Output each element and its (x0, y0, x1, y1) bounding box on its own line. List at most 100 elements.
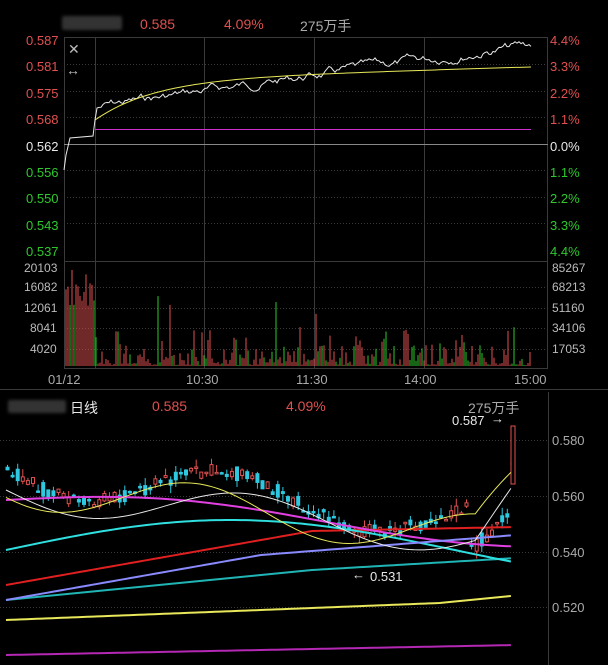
close-icon[interactable]: ✕ (68, 41, 80, 57)
candle-body (255, 473, 260, 483)
candle-body (229, 470, 234, 478)
candle-body (61, 492, 66, 498)
candle-body (464, 502, 469, 507)
candle-body (224, 473, 229, 477)
candle-body (326, 516, 331, 522)
candle-body (158, 480, 163, 484)
pct-tick-7: 3.3% (550, 218, 580, 233)
vol-left-tick-3: 8041 (30, 321, 57, 335)
daily-volume: 275万手 (468, 400, 520, 416)
candle-body (490, 529, 494, 537)
candle-body (495, 521, 500, 525)
daily-grid (0, 392, 549, 665)
candle-body (454, 505, 459, 516)
candle-body (418, 521, 423, 532)
candle-body (280, 491, 285, 494)
candle-body (311, 510, 316, 514)
candle-body (245, 471, 250, 480)
candle-body (15, 468, 20, 482)
price-tick-6: 0.550 (26, 191, 59, 206)
ma-yellow-short (5, 471, 512, 544)
candle-body (439, 515, 443, 519)
pct-tick-2: 2.2% (550, 86, 580, 101)
pct-tick-1: 3.3% (550, 59, 580, 74)
pct-tick-3: 1.1% (550, 112, 580, 127)
daily-price-tick-2: 0.540 (552, 545, 585, 560)
stock-name (62, 16, 122, 30)
candle-body (36, 490, 41, 493)
candle-body (403, 521, 408, 525)
vol-left-tick-2: 12061 (24, 301, 58, 315)
daily-price-tick-3: 0.520 (552, 600, 585, 615)
candle-body (168, 479, 173, 486)
ma-yellow-long (5, 595, 511, 621)
intraday-volume: 275万手 (300, 18, 352, 34)
candle-body (46, 489, 51, 499)
price-tick-2: 0.575 (26, 86, 59, 101)
candle-body (20, 476, 25, 482)
candle-body (41, 482, 46, 497)
daily-price-tick-0: 0.580 (552, 433, 585, 448)
daily-high-marker: 0.587 (452, 413, 485, 428)
ma-lavender (5, 534, 511, 601)
candle-body (153, 478, 158, 485)
vol-right-tick-1: 68213 (552, 280, 586, 294)
candle-body (25, 480, 30, 485)
time-tick-2: 11:30 (296, 372, 328, 387)
intraday-price: 0.585 (140, 16, 176, 32)
price-tick-8: 0.537 (26, 244, 59, 259)
price-tick-0: 0.587 (26, 33, 59, 48)
candle-body (173, 471, 178, 481)
candle-body (296, 495, 301, 506)
candle-body (500, 515, 505, 523)
candle-body (286, 496, 290, 502)
intraday-price-line (63, 41, 532, 171)
candle-body (163, 475, 168, 478)
vol-left-tick-1: 16082 (24, 280, 58, 294)
candle-body (76, 499, 81, 503)
candle-body (199, 471, 204, 479)
candle-body (484, 534, 489, 543)
candle-body (10, 474, 15, 478)
pct-tick-0: 4.4% (550, 33, 580, 48)
candle-body (408, 519, 413, 526)
candle-body (505, 513, 510, 518)
candle-body (204, 471, 209, 475)
daily-title: 日线 (70, 400, 98, 416)
candle-body (331, 515, 336, 519)
ma-cyan (5, 518, 512, 563)
pct-tick-5: 1.1% (550, 165, 580, 180)
daily-price: 0.585 (152, 398, 188, 414)
candle-body (194, 466, 199, 469)
candle-body (5, 466, 10, 471)
daily-stock-name (8, 400, 66, 413)
daily-price-tick-1: 0.560 (552, 489, 585, 504)
vol-right-tick-4: 17053 (552, 342, 586, 356)
vol-right-tick-2: 51160 (552, 301, 585, 315)
price-tick-5: 0.556 (26, 165, 59, 180)
vol-left-tick-0: 20103 (24, 261, 58, 275)
ma-purple-long (5, 644, 511, 656)
candle-body (209, 464, 214, 476)
candle-body (235, 466, 239, 482)
price-tick-1: 0.581 (26, 59, 59, 74)
time-tick-3: 14:00 (404, 372, 437, 387)
price-tick-3: 0.568 (26, 112, 59, 127)
intraday-grid (64, 37, 548, 369)
candle-body (265, 481, 270, 490)
expand-horizontal-icon[interactable]: ↔ (66, 62, 80, 78)
pct-tick-6: 2.2% (550, 191, 580, 206)
price-tick-4: 0.562 (26, 139, 59, 154)
candle-body (275, 484, 280, 498)
low-arrow-icon: ← (352, 567, 365, 582)
candle-body (444, 518, 449, 522)
candle-body (214, 471, 219, 475)
candle-body (87, 498, 92, 502)
daily-low-marker: 0.531 (370, 569, 403, 584)
candle-body (479, 532, 484, 547)
pct-tick-4: 0.0% (550, 139, 580, 154)
time-tick-1: 10:30 (186, 372, 219, 387)
candle-body (260, 480, 265, 490)
time-tick-0: 01/12 (48, 372, 81, 387)
candle-body (433, 521, 438, 524)
